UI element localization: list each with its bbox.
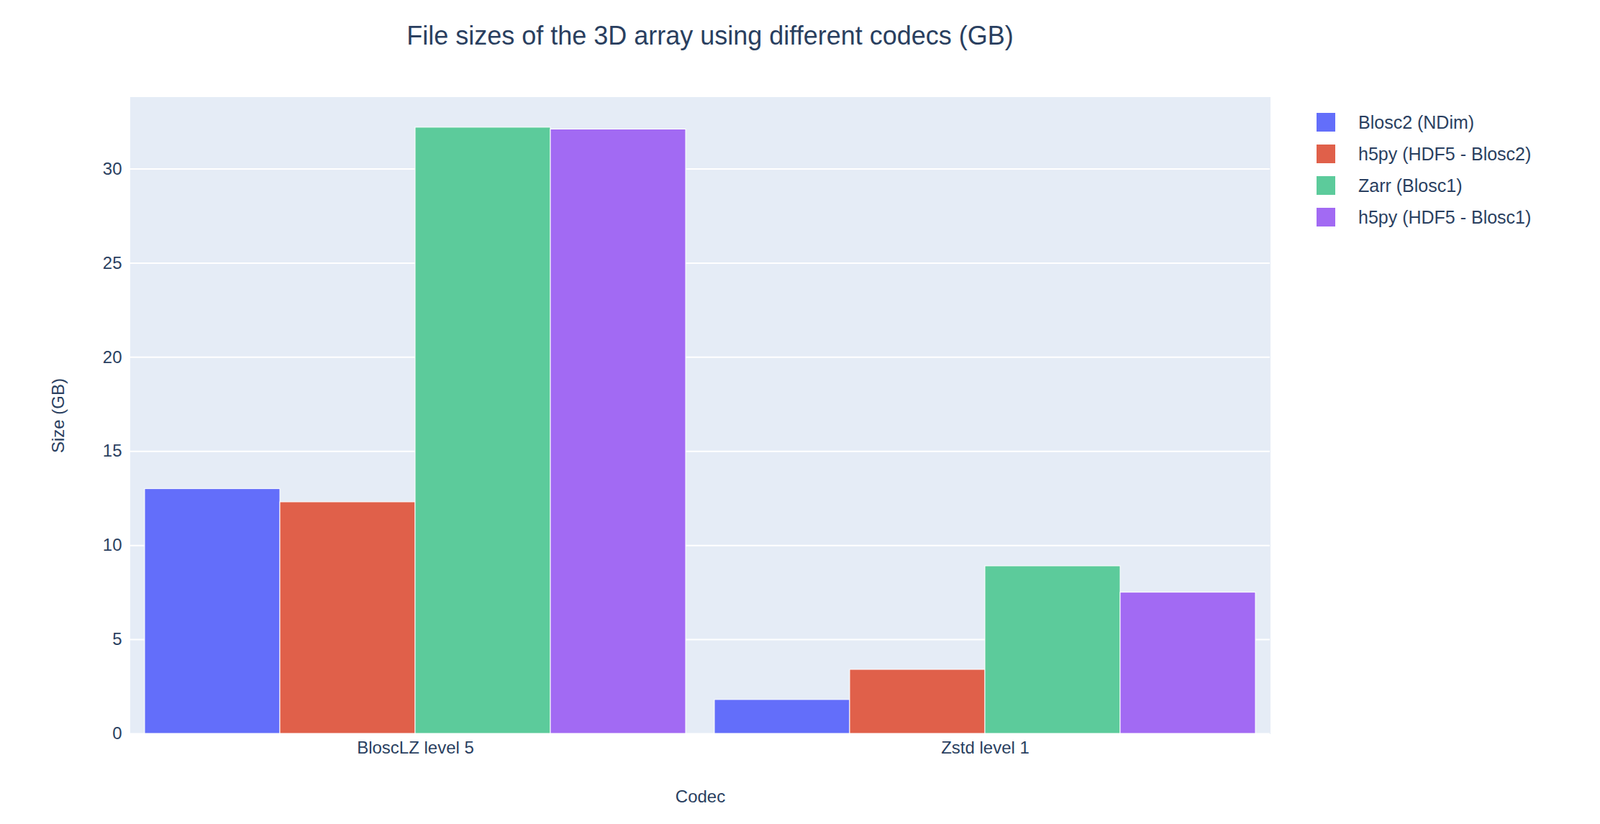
html-text:File sizes of the 3D array usi: File sizes of the 3D array using differe… [406, 20, 1014, 51]
html-text:Blosc2 (NDim): Blosc2 (NDim) [1358, 111, 1475, 133]
svg-text:25: 25 [102, 253, 123, 273]
html-text:h5py (HDF5 - Blosc1): h5py (HDF5 - Blosc1) [1358, 206, 1532, 227]
html-text:h5py (HDF5 - Blosc2): h5py (HDF5 - Blosc2) [1358, 143, 1532, 164]
svg-text:30: 30 [102, 158, 123, 179]
svg-text:0: 0 [112, 723, 122, 744]
svg-text:20: 20 [102, 347, 123, 367]
svg-text:Zstd level 1: Zstd level 1 [941, 738, 1030, 758]
svg-text:Codec: Codec [675, 787, 726, 807]
svg-text:Size (GB): Size (GB) [48, 378, 68, 454]
svg-text:5: 5 [112, 629, 122, 649]
svg-text:15: 15 [102, 441, 123, 461]
svg-text:10: 10 [102, 535, 123, 555]
svg-text:BloscLZ level 5: BloscLZ level 5 [356, 738, 475, 758]
html-text:Zarr (Blosc1): Zarr (Blosc1) [1358, 175, 1463, 196]
